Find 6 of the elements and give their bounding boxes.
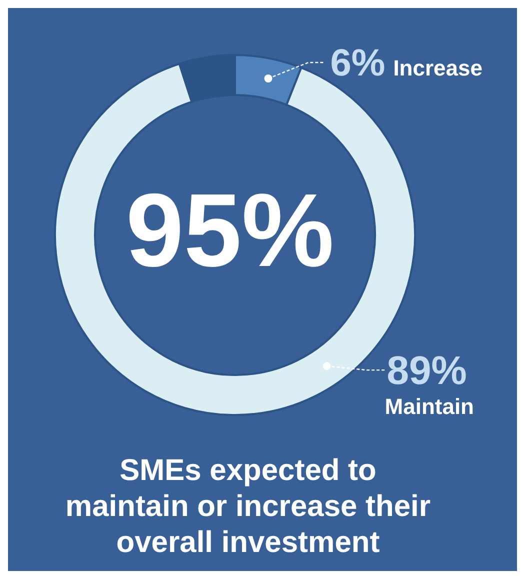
- data-label: 6%: [330, 42, 386, 84]
- text: 95%: [126, 173, 334, 289]
- slice-label: Maintain: [384, 394, 474, 420]
- text: SMEs expected to maintain or increase their overall investment: [64, 453, 432, 561]
- slice-label: Increase: [393, 55, 482, 80]
- data-label: 89%: [386, 349, 467, 394]
